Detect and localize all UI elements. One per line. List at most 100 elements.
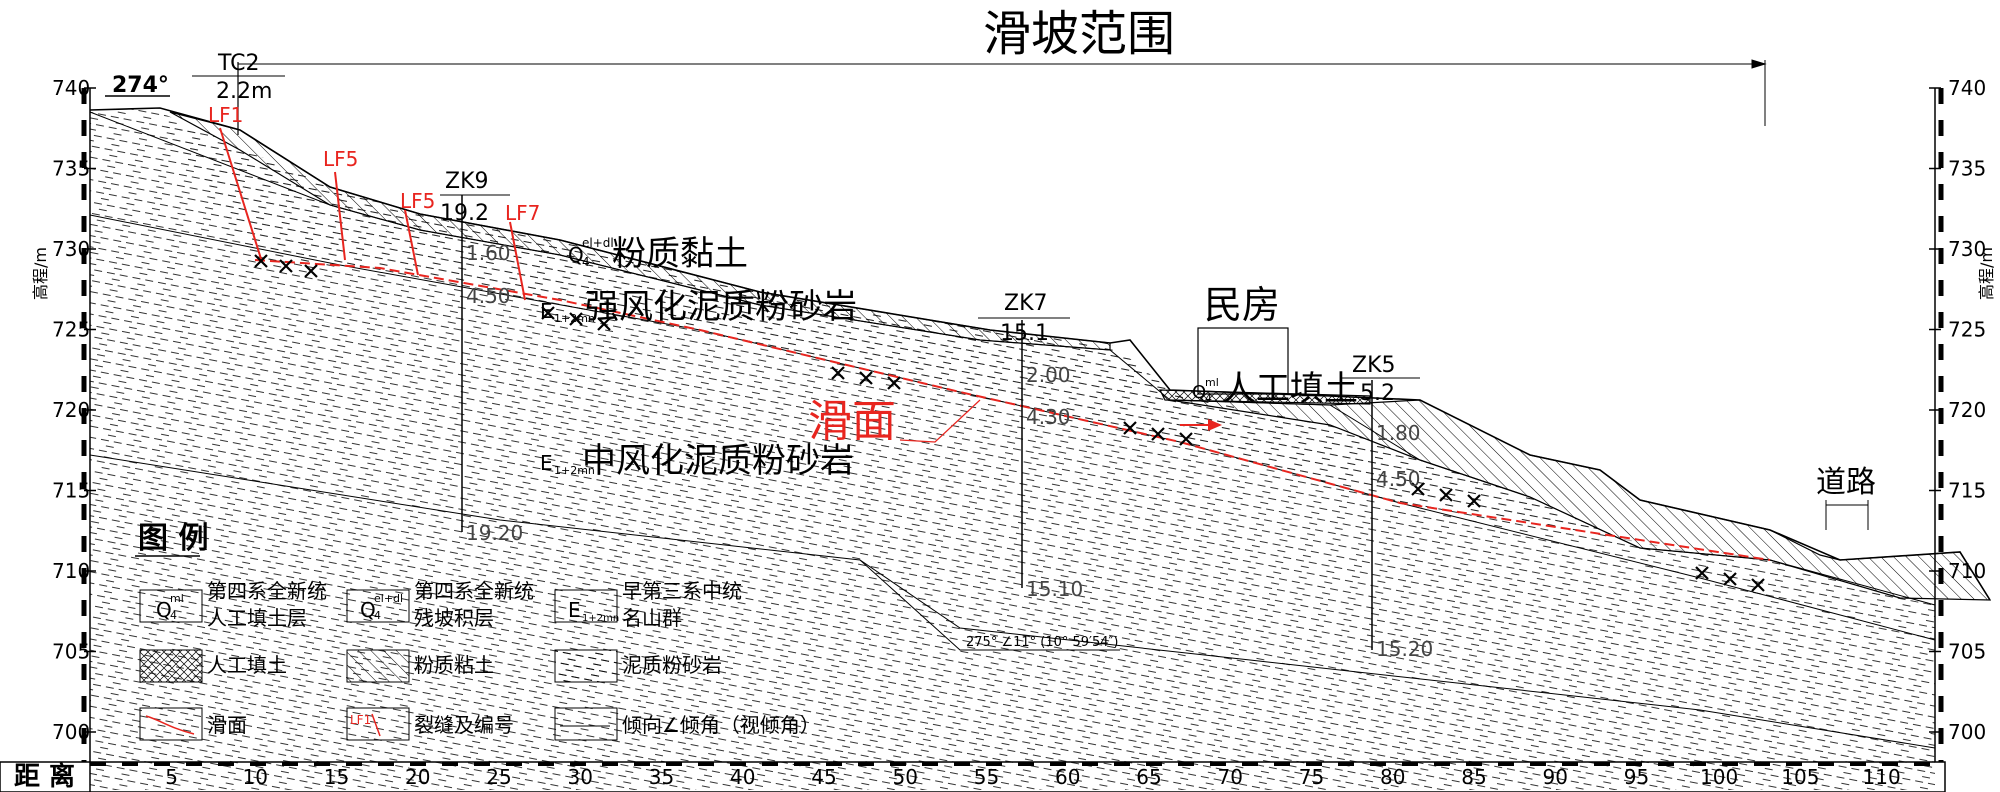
distance-tick-label: 15 xyxy=(324,765,349,789)
elevation-axis-label-right: 高程/m xyxy=(1977,247,1996,300)
strong-weathered-zone xyxy=(160,118,1770,560)
distance-tick-label: 5 xyxy=(165,765,178,789)
svg-text:强风化泥质粉砂岩: 强风化泥质粉砂岩 xyxy=(585,287,857,327)
azimuth-label: 274° xyxy=(112,73,169,98)
slip-markers xyxy=(254,254,1765,592)
dip-leader xyxy=(859,559,1120,651)
distance-tick-label: 110 xyxy=(1863,765,1901,789)
crack-label: LF5 xyxy=(323,147,358,171)
svg-text:粉质黏土: 粉质黏土 xyxy=(612,234,748,274)
legend-title: 图 例 xyxy=(138,521,208,556)
left-axis: 740 735 730 725 720 715 710 705 700 高程/m xyxy=(31,76,96,762)
page-title: 滑坡范围 xyxy=(983,6,1175,62)
svg-text:Q: Q xyxy=(568,243,584,267)
elevation-tick-label-right: 700 xyxy=(1948,720,1986,744)
legend-text: 第四系全新统 xyxy=(414,579,534,603)
legend-text: 裂缝及编号 xyxy=(414,713,514,737)
crack-label: LF5 xyxy=(400,189,435,213)
crack-lf7 xyxy=(509,221,526,301)
elevation-axis-label: 高程/m xyxy=(31,247,50,300)
road-marker xyxy=(1825,500,1869,530)
label-moderate-weathered: E 1+2mn 中风化泥质粉砂岩 xyxy=(540,441,854,481)
elevation-tick-label: 725 xyxy=(52,318,90,342)
svg-text:Q: Q xyxy=(156,598,172,622)
sliding-surface xyxy=(254,259,1771,561)
svg-text:人工填土: 人工填土 xyxy=(1222,369,1358,409)
trench-depth: 2.2m xyxy=(216,79,272,104)
elevation-tick-label-right: 715 xyxy=(1948,479,1986,503)
borehole-zk7: ZK7 15.1 2.00 4.30 15.10 xyxy=(978,291,1083,601)
svg-text:中风化泥质粉砂岩: 中风化泥质粉砂岩 xyxy=(582,441,854,481)
distance-tick-label: 30 xyxy=(568,765,593,789)
elevation-tick-label-right: 710 xyxy=(1948,559,1986,583)
distance-axis: 距 离 5 10 15 20 25 30 35 40 45 50 55 60 65 70 75 80 85 90 9… xyxy=(0,761,1946,792)
distance-tick-label: 80 xyxy=(1380,765,1405,789)
svg-text:E: E xyxy=(540,299,553,323)
elevation-tick-label: 730 xyxy=(52,237,90,261)
svg-text:1+2mn: 1+2mn xyxy=(582,613,619,624)
distance-tick-label: 70 xyxy=(1218,765,1243,789)
distance-tick-label: 50 xyxy=(893,765,918,789)
elevation-tick-label-right: 725 xyxy=(1948,318,1986,342)
layer-depth: 4.50 xyxy=(1376,467,1421,491)
bottom-depth: 19.20 xyxy=(466,521,523,545)
bottom-depth: 15.10 xyxy=(1026,577,1083,601)
rock-interface-upper xyxy=(89,111,1936,606)
distance-tick-label: 10 xyxy=(243,765,268,789)
distance-tick-label: 25 xyxy=(486,765,511,789)
crack-label: LF1 xyxy=(208,103,243,127)
distance-tick-label: 95 xyxy=(1624,765,1649,789)
distance-tick-label: 90 xyxy=(1543,765,1568,789)
layer-depth: 1.60 xyxy=(466,241,511,265)
elevation-tick-label: 735 xyxy=(52,157,90,181)
elevation-tick-label-right: 740 xyxy=(1948,76,1986,100)
borehole-depth: 19.2 xyxy=(440,201,489,226)
right-axis: 740 735 730 725 720 715 710 705 700 高程/m xyxy=(1929,76,1996,762)
svg-text:ml: ml xyxy=(1205,376,1219,389)
legend-text: 人工填土 xyxy=(207,653,287,677)
legend-text: 人工填土层 xyxy=(207,606,307,630)
svg-text:E: E xyxy=(568,598,581,622)
slip-surface-label: 滑面 xyxy=(808,396,896,447)
crack-lf5a xyxy=(334,171,346,261)
slip-arrowhead xyxy=(1208,419,1222,431)
layer-depth: 1.80 xyxy=(1376,421,1421,445)
elevation-tick-label-right: 730 xyxy=(1948,237,1986,261)
svg-text:E: E xyxy=(540,451,553,475)
crack-label: LF7 xyxy=(505,201,540,225)
distance-tick-label: 105 xyxy=(1781,765,1819,789)
distance-tick-label: 75 xyxy=(1299,765,1324,789)
legend-text: 残坡积层 xyxy=(414,606,494,630)
svg-text:4: 4 xyxy=(374,609,381,622)
label-artificial-fill: Q ml 4 人工填土 xyxy=(1192,369,1358,409)
distance-tick-label: 60 xyxy=(1055,765,1080,789)
bottom-depth: 15.20 xyxy=(1376,637,1433,661)
legend-text: 名山群 xyxy=(622,606,682,630)
layer-depth: 4.50 xyxy=(466,284,511,308)
legend-text: 倾向∠倾角（视倾角） xyxy=(622,713,820,737)
distance-tick-label: 55 xyxy=(974,765,999,789)
house-outline xyxy=(1197,327,1289,395)
dip-annotation: 275° ∠11° (10° 59′54″) xyxy=(966,635,1118,650)
svg-text:4: 4 xyxy=(1205,392,1212,405)
borehole-depth: 5.2 xyxy=(1360,381,1395,406)
landslide-extent xyxy=(238,59,1767,126)
rock-interface-bottom xyxy=(89,454,1936,749)
elevation-tick-label: 700 xyxy=(52,720,90,744)
svg-text:ml: ml xyxy=(170,592,184,605)
distance-tick-label: 20 xyxy=(405,765,430,789)
elevation-tick-label: 740 xyxy=(52,76,90,100)
borehole-id: ZK5 xyxy=(1352,353,1396,378)
borehole-id: ZK9 xyxy=(445,169,489,194)
svg-text:Q: Q xyxy=(360,598,376,622)
elevation-tick-label: 705 xyxy=(52,640,90,664)
borehole-depth: 15.1 xyxy=(1000,321,1049,346)
elevation-tick-label: 720 xyxy=(52,398,90,422)
svg-text:1+2mn: 1+2mn xyxy=(554,464,595,477)
legend-text: 粉质粘土 xyxy=(414,653,494,677)
svg-text:LF1: LF1 xyxy=(350,713,371,727)
distance-tick-label: 100 xyxy=(1700,765,1738,789)
legend: 图 例 Q ml 4 第四系全新统 人工填土层 Q el+dl 4 第四系全新统… xyxy=(135,521,820,741)
legend-text: 早第三系中统 xyxy=(622,579,742,603)
svg-text:Q: Q xyxy=(1192,382,1206,403)
